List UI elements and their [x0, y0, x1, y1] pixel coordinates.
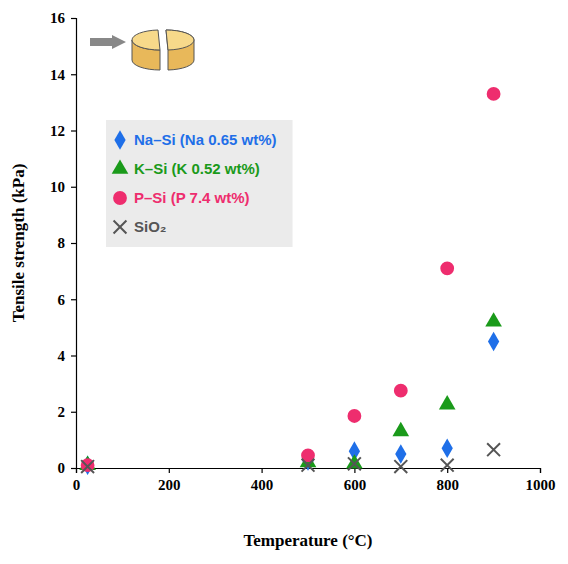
y-tick-label: 8 [58, 235, 66, 251]
icon-arrow [90, 35, 126, 49]
y-tick-mark [71, 130, 76, 131]
legend-label: SiO₂ [134, 218, 167, 235]
marker [487, 443, 500, 456]
marker [81, 458, 95, 472]
plot-area [79, 87, 502, 475]
y-tick: 8 [58, 235, 77, 251]
x-tick: 600 [344, 468, 367, 493]
x-tick-label: 600 [344, 477, 367, 493]
y-tick: 12 [50, 123, 76, 139]
marker [442, 439, 453, 459]
x-tick-label: 0 [73, 477, 81, 493]
legend-marker [114, 221, 127, 234]
marker [441, 459, 454, 472]
marker [81, 460, 94, 473]
icon-top [166, 30, 194, 50]
y-tick-mark [71, 243, 76, 244]
y-axis: 0 2 4 6 8 10 12 14 16 [50, 10, 77, 476]
marker [346, 454, 363, 468]
y-tick-mark [71, 299, 76, 300]
legend-marker [113, 191, 127, 205]
y-tick: 0 [58, 460, 77, 476]
y-tick: 2 [58, 404, 77, 420]
y-tick: 16 [50, 10, 76, 26]
marker [348, 457, 361, 470]
marker [302, 459, 315, 472]
marker [394, 460, 407, 473]
x-tick-label: 1000 [526, 477, 556, 493]
marker [485, 312, 502, 326]
legend-label: Na–Si (Na 0.65 wt%) [134, 131, 277, 148]
x-tick-label: 400 [251, 477, 274, 493]
chart: 0 200 400 600 800 1000 0 2 4 6 8 10 12 14 16 Temperatur… [0, 0, 568, 564]
y-tick-label: 6 [58, 292, 66, 308]
marker [392, 422, 409, 436]
y-tick-mark [71, 74, 76, 75]
x-tick-label: 800 [436, 477, 459, 493]
legend-label: P–Si (P 7.4 wt%) [134, 189, 250, 206]
legend-marker [112, 159, 129, 173]
y-tick-label: 14 [50, 67, 66, 83]
x-tick: 1000 [526, 468, 556, 493]
y-tick-label: 10 [50, 179, 65, 195]
marker [347, 409, 361, 423]
series [79, 312, 502, 470]
legend: Na–Si (Na 0.65 wt%) K–Si (K 0.52 wt%) P–Si… [106, 120, 293, 247]
y-tick: 10 [50, 179, 76, 195]
icon-half [166, 30, 194, 70]
y-tick-label: 4 [58, 348, 66, 364]
y-axis-title: Tensile strength (kPa) [9, 164, 28, 323]
legend-box [106, 120, 293, 247]
icon-top [132, 30, 160, 50]
series [82, 332, 499, 475]
icon [90, 30, 194, 70]
marker [488, 332, 499, 352]
y-tick: 4 [58, 348, 77, 364]
y-tick-label: 12 [50, 123, 65, 139]
y-axis-line [71, 19, 77, 469]
x-tick-mark [169, 468, 170, 473]
x-tick: 400 [251, 468, 274, 493]
y-tick-label: 0 [58, 460, 66, 476]
series [81, 87, 501, 472]
marker [440, 261, 454, 275]
x-tick-mark [540, 468, 541, 473]
y-tick-mark [71, 355, 76, 356]
marker [439, 395, 456, 409]
x-tick-mark [447, 468, 448, 473]
legend-marker [114, 130, 125, 150]
x-tick: 800 [436, 468, 459, 493]
x-tick-mark [262, 468, 263, 473]
series [81, 443, 500, 473]
marker [487, 87, 501, 101]
x-tick-label: 200 [158, 477, 181, 493]
y-tick-mark [71, 18, 76, 19]
y-tick-label: 16 [50, 10, 66, 26]
y-tick-mark [71, 412, 76, 413]
y-tick: 6 [58, 292, 77, 308]
y-tick: 14 [50, 67, 76, 83]
y-tick-label: 2 [58, 404, 66, 420]
y-tick-mark [71, 468, 76, 469]
y-tick-mark [71, 187, 76, 188]
x-tick-mark [354, 468, 355, 473]
marker [394, 384, 408, 398]
x-axis-title: Temperature (°C) [243, 531, 372, 550]
marker [395, 444, 406, 464]
x-tick: 0 [73, 468, 81, 493]
legend-label: K–Si (K 0.52 wt%) [134, 160, 260, 177]
x-tick: 200 [158, 468, 181, 493]
